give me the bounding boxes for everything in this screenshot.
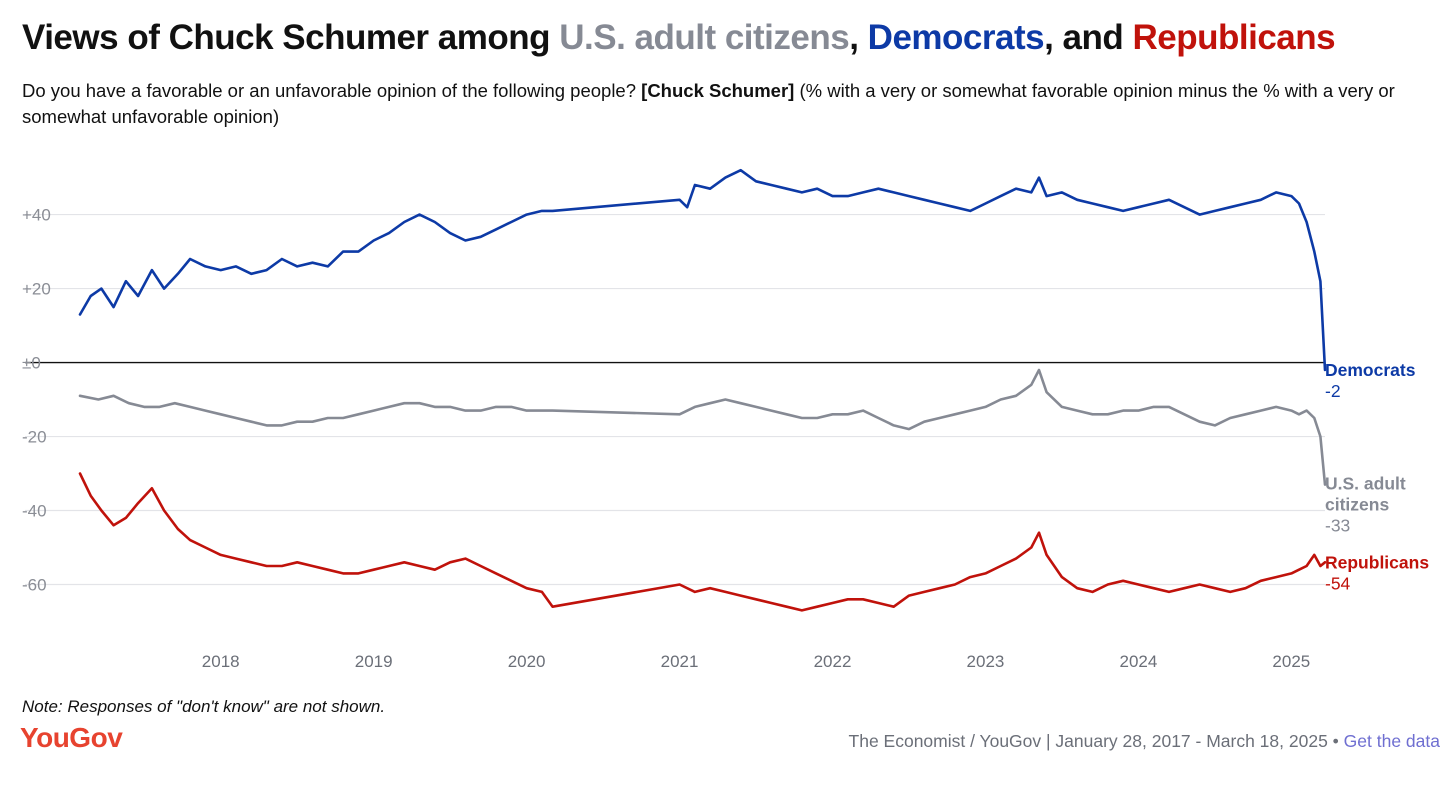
x-tick-label: 2018: [202, 652, 240, 671]
y-tick-label: -60: [22, 576, 47, 595]
series-end-name-label: Republicans: [1325, 552, 1429, 572]
source-text: The Economist / YouGov | January 28, 201…: [848, 731, 1344, 751]
y-tick-label: ±0: [22, 354, 41, 373]
title-prefix: Views of Chuck Schumer among: [22, 18, 560, 57]
y-tick-label: -20: [22, 428, 47, 447]
chart-note: Note: Responses of "don't know" are not …: [22, 697, 386, 716]
series-line-democrats: [78, 168, 1327, 372]
grid-layer: +40 +20 ±0 -20 -40 -60 2018 2019 2020 2021 2022 202…: [22, 206, 1325, 671]
title-sep1: ,: [849, 18, 868, 57]
title-democrats: Democrats: [867, 18, 1045, 57]
yougov-logo: YouGov: [20, 722, 123, 753]
series-end-value-label: -2: [1325, 381, 1341, 401]
x-tick-label: 2023: [967, 652, 1005, 671]
series-end-value-label: -54: [1325, 573, 1351, 593]
chart-title: Views of Chuck Schumer among U.S. adult …: [22, 18, 1336, 58]
get-the-data-link[interactable]: Get the data: [1343, 731, 1440, 751]
x-tick-label: 2020: [508, 652, 546, 671]
line-chart: +40 +20 ±0 -20 -40 -60 2018 2019 2020 2021 2022 202…: [22, 168, 1429, 671]
title-sep2: , and: [1044, 18, 1133, 57]
series-layer: [78, 168, 1327, 612]
x-tick-label: 2019: [355, 652, 393, 671]
title-republicans: Republicans: [1132, 18, 1336, 57]
series-end-name-label: citizens: [1325, 495, 1389, 515]
subtitle-question: Do you have a favorable or an unfavorabl…: [22, 80, 642, 101]
y-tick-label: +40: [22, 206, 51, 225]
subtitle-definition: (% with a very or somewhat favorable opi…: [22, 80, 1395, 127]
y-tick-label: -40: [22, 502, 47, 521]
chart-subtitle: Do you have a favorable or an unfavorabl…: [22, 78, 1442, 130]
x-tick-label: 2025: [1272, 652, 1310, 671]
title-us-adults: U.S. adult citizens: [559, 18, 850, 57]
x-tick-label: 2024: [1119, 652, 1157, 671]
x-tick-label: 2021: [661, 652, 699, 671]
y-tick-label: +20: [22, 280, 51, 299]
series-line-u-s-adult-citizens: [78, 368, 1327, 486]
series-end-name-label: U.S. adult: [1325, 474, 1406, 494]
subtitle-person: [Chuck Schumer]: [641, 80, 795, 101]
series-end-value-label: -33: [1325, 516, 1350, 536]
source-line: The Economist / YouGov | January 28, 201…: [849, 731, 1440, 752]
series-line-republicans: [78, 472, 1327, 612]
series-end-name-label: Democrats: [1325, 360, 1416, 380]
x-tick-label: 2022: [814, 652, 852, 671]
